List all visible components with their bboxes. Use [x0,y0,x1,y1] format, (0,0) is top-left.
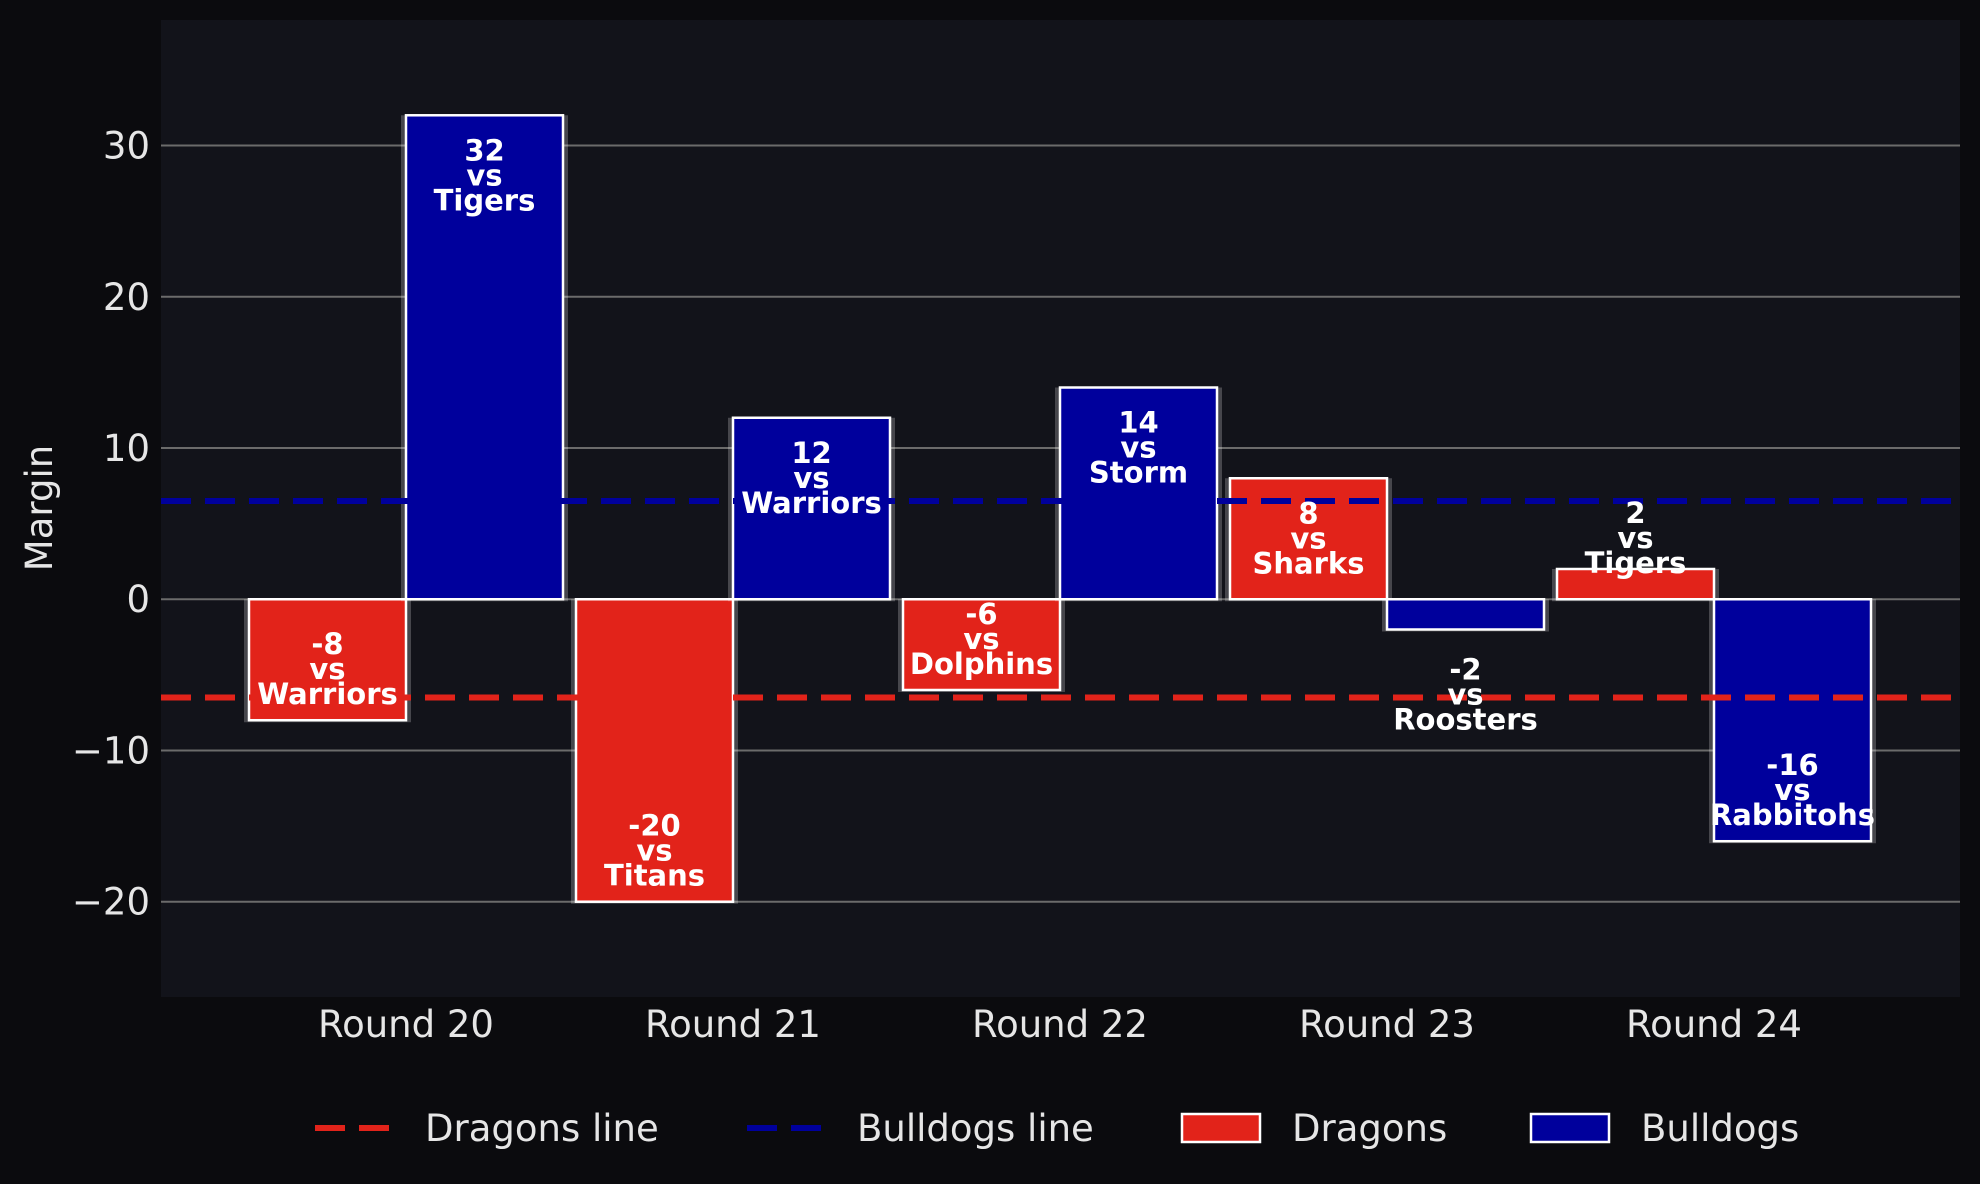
bar-dragons [574,597,735,903]
bar-label: -6 [965,597,997,631]
legend-label: Bulldogs line [857,1107,1094,1150]
y-tick-label: 20 [103,276,150,319]
bar-bulldogs [731,416,892,601]
legend-label: Bulldogs [1641,1107,1799,1150]
bar-bulldogs [1712,597,1873,843]
bar-label: vs [1617,521,1653,555]
bar-label: 14 [1118,406,1158,440]
bar-label: 8 [1298,496,1318,530]
bar-label: vs [1290,521,1326,555]
y-tick-label: −10 [72,729,150,772]
y-tick-label: 30 [103,125,150,168]
bar-label: vs [1774,773,1810,807]
x-tick-label: Round 23 [1299,1003,1475,1046]
bar-label: -16 [1766,748,1818,782]
bar-label: Storm [1089,456,1188,490]
bar-label: vs [1120,431,1156,465]
bar-labels: -8vsWarriors32vsTigers-20vsTitans12vsWar… [257,133,1875,892]
bar-label: 32 [464,133,504,167]
legend: Dragons line Bulldogs line Dragons Bulldogs [315,1107,1799,1150]
bar-label: 2 [1625,496,1645,530]
bar-label: vs [963,622,999,656]
bar-label: Sharks [1253,546,1365,580]
y-tick-label: 10 [103,427,150,470]
bar-label: -20 [628,809,680,843]
bar-label: Titans [604,859,705,893]
legend-label: Dragons [1292,1107,1447,1150]
bar-label: Warriors [741,486,882,520]
legend-patch-swatch [1180,1112,1262,1144]
bar-label: Dolphins [910,647,1053,681]
legend-patch-swatch [1529,1112,1611,1144]
x-tick-label: Round 24 [1626,1003,1802,1046]
bar-label: Tigers [1585,546,1687,580]
x-tick-label: Round 22 [972,1003,1148,1046]
bar-label: Warriors [257,677,398,711]
bar-label: -2 [1449,652,1481,686]
y-axis-title: Margin [18,445,61,571]
bar-label: vs [1447,677,1483,711]
x-tick-label: Round 21 [645,1003,821,1046]
reference-lines [161,497,1960,701]
bar-dragons [1555,567,1716,601]
bar-label: 12 [791,436,831,470]
bar-label: -8 [311,627,343,661]
y-tick-label: −20 [72,881,150,924]
y-axis: −20 −10 0 10 20 30 [72,125,150,924]
bar-bulldogs [404,114,565,601]
bar-label: Tigers [434,183,536,217]
bar-label: vs [636,834,672,868]
bar-label: vs [466,158,502,192]
bar-label: vs [309,652,345,686]
x-axis: Round 20 Round 21 Round 22 Round 23 Round 24 [318,1003,1802,1046]
legend-label: Dragons line [425,1107,659,1150]
bar-dragons [901,597,1062,692]
bar-bulldogs [1058,386,1219,601]
bar-bulldogs [1385,597,1546,631]
y-tick-label: 0 [126,578,150,621]
x-tick-label: Round 20 [318,1003,494,1046]
bar-label: vs [793,461,829,495]
bars [244,114,1876,904]
bar-label: Roosters [1393,702,1538,736]
bar-label: Rabbitohs [1710,798,1875,832]
